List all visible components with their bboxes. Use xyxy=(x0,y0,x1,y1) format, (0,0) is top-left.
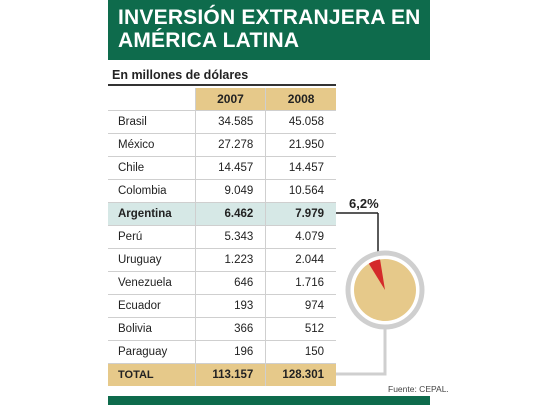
country-cell: Chile xyxy=(108,156,196,180)
table-row: México 27.278 21.950 xyxy=(108,133,336,157)
subtitle: En millones de dólares xyxy=(112,68,249,82)
value-2007-cell: 27.278 xyxy=(194,133,266,157)
value-2007-cell: 196 xyxy=(194,340,266,364)
value-2007-cell: 5.343 xyxy=(194,225,266,249)
bottom-bar xyxy=(108,396,430,405)
table-header-row: 2007 2008 xyxy=(108,88,336,111)
country-cell: Uruguay xyxy=(108,248,196,272)
value-2007-cell: 646 xyxy=(194,271,266,295)
value-2007-cell: 193 xyxy=(194,294,266,318)
page-title: INVERSIÓN EXTRANJERA EN AMÉRICA LATINA xyxy=(118,6,421,52)
value-2008-cell: 974 xyxy=(265,294,336,318)
value-2007-cell: 9.049 xyxy=(194,179,266,203)
table-row: Argentina 6.462 7.979 xyxy=(108,202,336,226)
title-banner: INVERSIÓN EXTRANJERA EN AMÉRICA LATINA xyxy=(108,0,430,60)
country-cell: Brasil xyxy=(108,110,196,134)
table-row: Colombia 9.049 10.564 xyxy=(108,179,336,203)
value-2008-cell: 1.716 xyxy=(265,271,336,295)
value-2008-cell: 7.979 xyxy=(265,202,336,226)
table-row: Bolivia 366 512 xyxy=(108,317,336,341)
country-cell: Paraguay xyxy=(108,340,196,364)
total-label-cell: TOTAL xyxy=(108,363,196,386)
table-row: Ecuador 193 974 xyxy=(108,294,336,318)
header-country xyxy=(108,88,196,111)
table-row: Chile 14.457 14.457 xyxy=(108,156,336,180)
value-2008-cell: 21.950 xyxy=(265,133,336,157)
total-row: TOTAL 113.157 128.301 xyxy=(108,363,336,386)
value-2008-cell: 45.058 xyxy=(265,110,336,134)
country-cell: México xyxy=(108,133,196,157)
pie-slice-argentina xyxy=(368,259,385,290)
header-rule xyxy=(108,84,336,86)
value-2008-cell: 2.044 xyxy=(265,248,336,272)
value-2007-cell: 34.585 xyxy=(194,110,266,134)
total-2008-cell: 128.301 xyxy=(265,363,336,386)
table-row: Brasil 34.585 45.058 xyxy=(108,110,336,134)
country-cell: Colombia xyxy=(108,179,196,203)
table-row: Perú 5.343 4.079 xyxy=(108,225,336,249)
value-2008-cell: 14.457 xyxy=(265,156,336,180)
value-2008-cell: 512 xyxy=(265,317,336,341)
source-note: Fuente: CEPAL. xyxy=(388,384,449,394)
header-2008: 2008 xyxy=(265,88,336,111)
country-cell: Bolivia xyxy=(108,317,196,341)
percent-callout: 6,2% xyxy=(349,196,379,211)
table-row: Uruguay 1.223 2.044 xyxy=(108,248,336,272)
value-2007-cell: 1.223 xyxy=(194,248,266,272)
value-2008-cell: 4.079 xyxy=(265,225,336,249)
country-cell: Perú xyxy=(108,225,196,249)
country-cell: Argentina xyxy=(108,202,196,226)
country-cell: Venezuela xyxy=(108,271,196,295)
value-2007-cell: 6.462 xyxy=(194,202,266,226)
header-2007: 2007 xyxy=(194,88,266,111)
table-row: Venezuela 646 1.716 xyxy=(108,271,336,295)
value-2008-cell: 10.564 xyxy=(265,179,336,203)
value-2008-cell: 150 xyxy=(265,340,336,364)
table-row: Paraguay 196 150 xyxy=(108,340,336,364)
value-2007-cell: 14.457 xyxy=(194,156,266,180)
country-cell: Ecuador xyxy=(108,294,196,318)
investment-table: 2007 2008 Brasil 34.585 45.058 México 27.278… xyxy=(108,88,336,386)
connector-total xyxy=(336,327,387,376)
value-2007-cell: 366 xyxy=(194,317,266,341)
total-2007-cell: 113.157 xyxy=(194,363,266,386)
